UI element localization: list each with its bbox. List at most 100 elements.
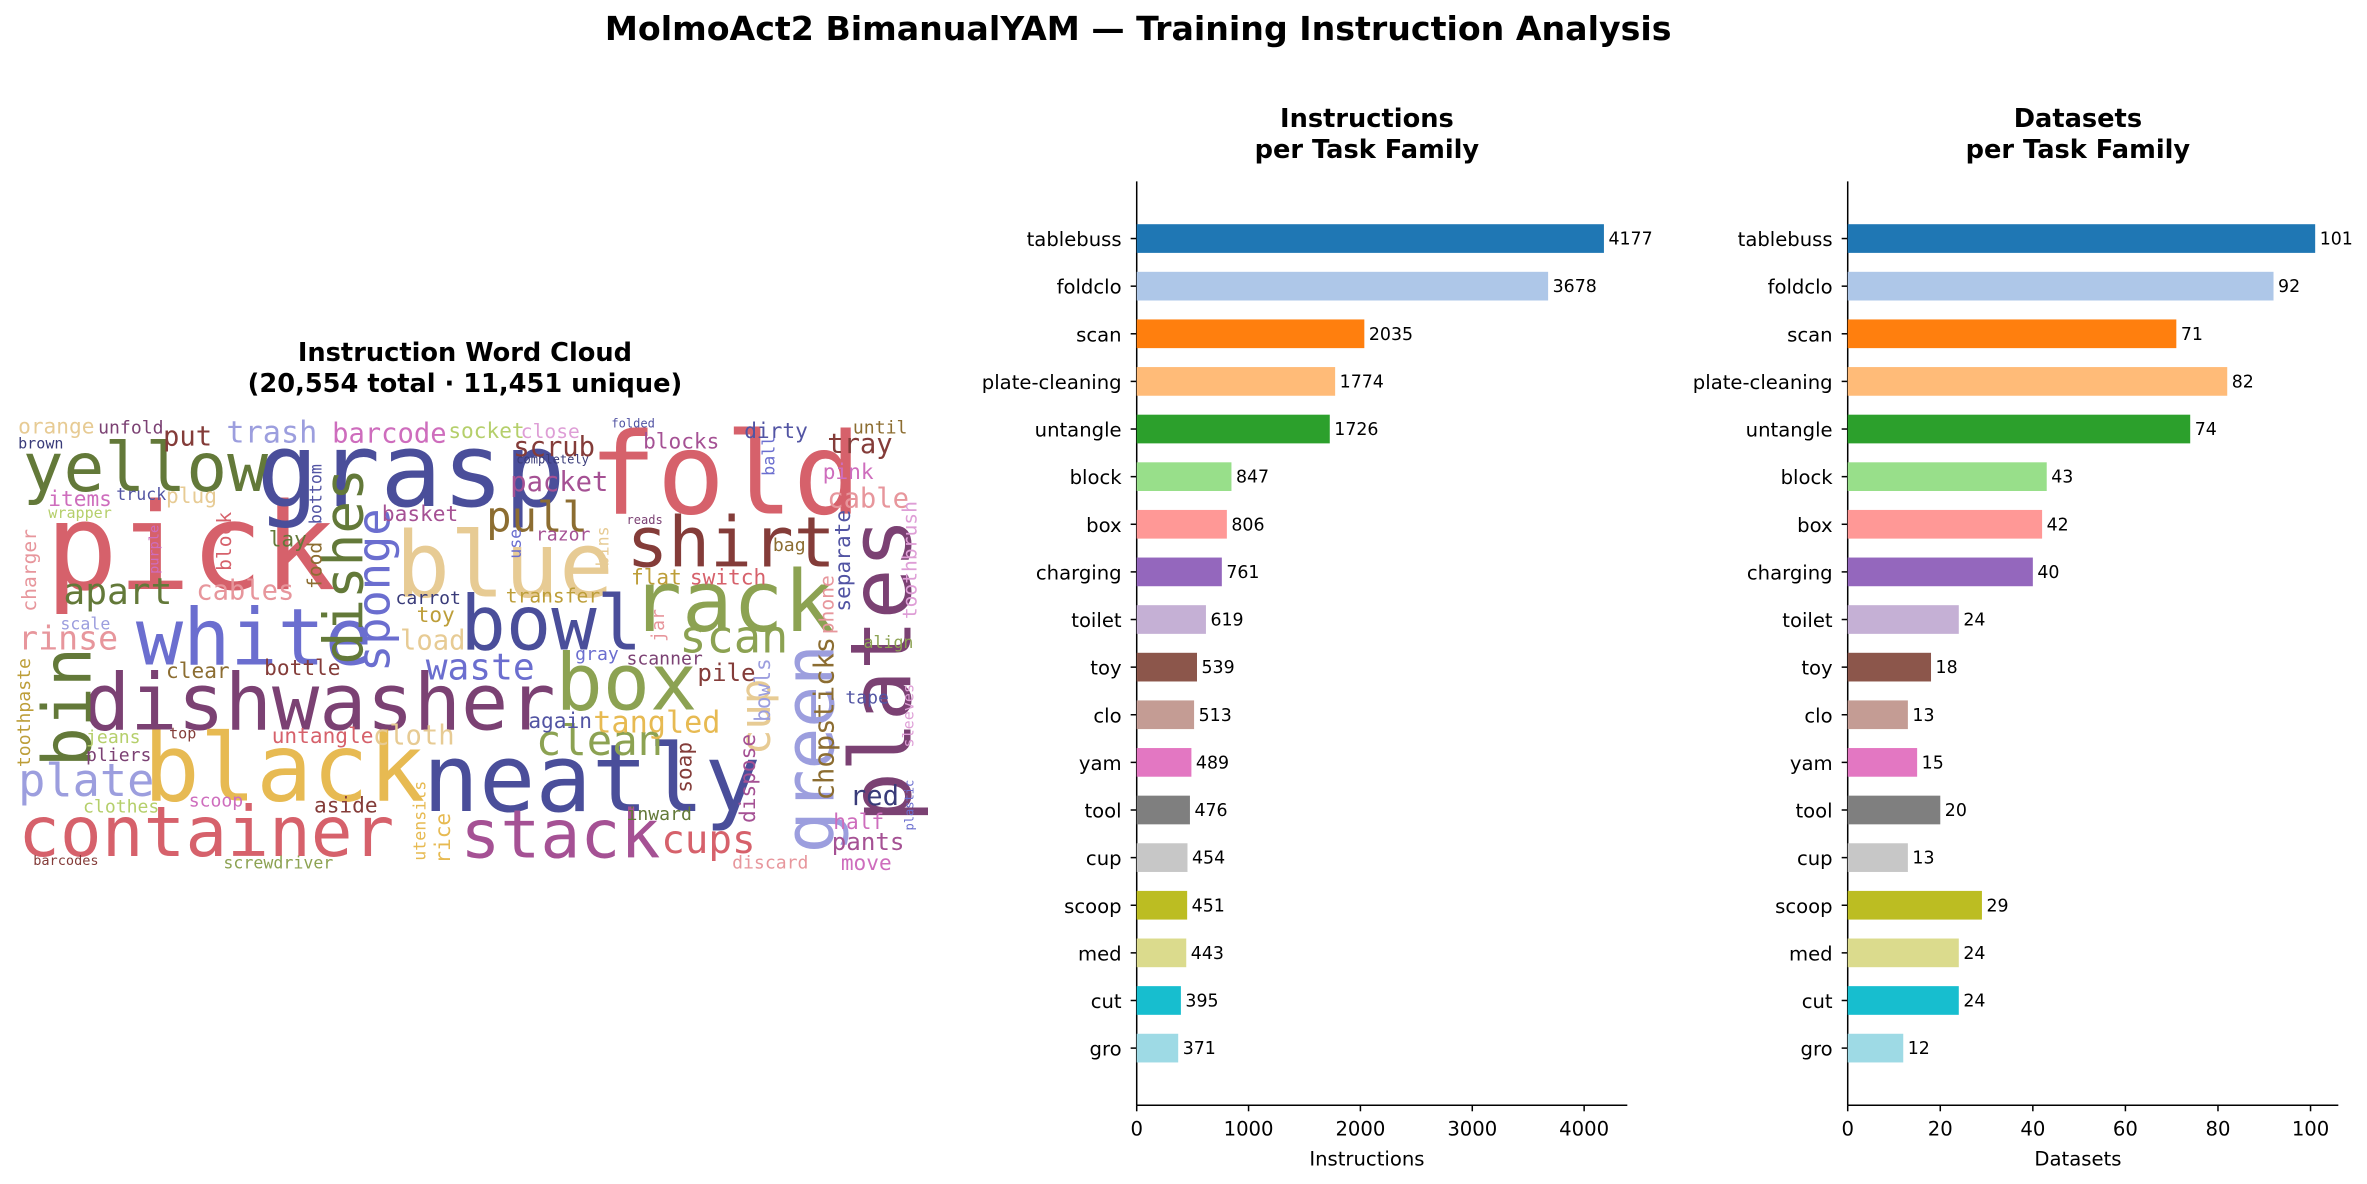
word: block [213, 512, 236, 571]
chart-title: Instructions per Task Family [1255, 104, 1480, 165]
bar [1136, 890, 1188, 920]
value-label: 476 [1194, 801, 1227, 821]
value-label: 451 [1192, 896, 1225, 916]
bar [1847, 367, 2228, 396]
word: separate [830, 510, 855, 612]
y-tick-label: clo [1804, 704, 1832, 727]
value-label: 619 [1210, 611, 1243, 631]
word: sleeves [899, 684, 917, 748]
x-tick-label: 0 [1841, 1117, 1853, 1140]
bar [1847, 414, 2191, 444]
word: half [833, 809, 884, 834]
word: toothpaste [14, 658, 35, 767]
word: pliers [86, 745, 151, 766]
value-label: 20 [1945, 801, 1967, 821]
word: switch [690, 564, 766, 589]
word: neatly [423, 725, 761, 834]
word: discard [732, 852, 808, 873]
word: bottom [307, 464, 326, 524]
word: basket [382, 501, 458, 526]
value-label: 12 [1908, 1039, 1930, 1059]
bar [1847, 319, 2177, 349]
word: screwdriver [223, 853, 333, 872]
word: pull [486, 493, 588, 542]
y-tick-label: plate-cleaning [982, 371, 1122, 394]
word: clear [166, 658, 230, 683]
value-label: 18 [1936, 658, 1958, 678]
value-label: 24 [1963, 992, 1985, 1012]
word: plates [832, 518, 930, 823]
y-tick-label: foldclo [1057, 276, 1122, 299]
y-tick-label: tablebuss [1027, 228, 1122, 251]
value-label: 806 [1231, 515, 1264, 535]
y-tick-label: tablebuss [1738, 228, 1833, 251]
word: bag [773, 535, 806, 556]
x-tick-label: 4000 [1559, 1117, 1609, 1140]
word: cables [196, 576, 294, 607]
word: load [400, 625, 465, 656]
bar [1847, 748, 1918, 777]
x-tick-label: 1000 [1224, 1117, 1274, 1140]
word: carrot [396, 588, 461, 609]
word: unfold [98, 417, 163, 438]
word: socket [448, 418, 524, 443]
bar [1136, 557, 1222, 587]
value-label: 443 [1191, 944, 1224, 964]
word: align [863, 633, 913, 652]
value-label: 74 [2195, 420, 2217, 440]
y-tick-label: charging [1747, 561, 1833, 584]
word: scale [60, 615, 110, 634]
bar [1136, 462, 1232, 491]
x-axis-label: Instructions [1309, 1148, 1424, 1171]
value-label: 539 [1202, 658, 1235, 678]
bar [1136, 938, 1187, 968]
word: clothes [83, 796, 159, 817]
word: top [169, 724, 196, 742]
word: sponge [347, 508, 400, 672]
bar [1136, 843, 1188, 872]
y-tick-label: cut [1091, 990, 1122, 1013]
word: cup [731, 679, 780, 755]
word: pants [832, 828, 905, 856]
bar [1847, 1033, 1904, 1063]
bar [1847, 271, 2274, 301]
word: wrapper [48, 504, 112, 522]
bar [1136, 509, 1227, 539]
value-label: 13 [1912, 706, 1934, 726]
x-tick-label: 100 [2292, 1117, 2329, 1140]
value-label: 24 [1963, 944, 1985, 964]
value-label: 2035 [1369, 325, 1413, 345]
y-tick-label: untangle [1746, 419, 1833, 442]
word: food [304, 542, 327, 589]
word: close [521, 420, 580, 443]
value-label: 71 [2181, 325, 2203, 345]
bar [1136, 748, 1192, 777]
y-tick-label: foldclo [1768, 276, 1833, 299]
value-label: 761 [1226, 563, 1259, 583]
chart-title: Datasets per Task Family [1966, 104, 2191, 165]
word: barcodes [33, 853, 98, 869]
word: rack [631, 553, 835, 651]
value-label: 1726 [1334, 420, 1378, 440]
word: aside [314, 792, 378, 817]
word: truck [116, 485, 166, 504]
word: razor [536, 525, 591, 546]
word: lay [269, 527, 307, 552]
word: soap [671, 742, 696, 793]
word: red [850, 781, 899, 812]
bar [1136, 1033, 1179, 1063]
value-label: 82 [2232, 372, 2254, 392]
word: bin [29, 647, 107, 767]
y-tick-label: toilet [1071, 609, 1122, 632]
word: yellow [23, 429, 268, 508]
y-tick-label: block [1781, 466, 1834, 489]
value-label: 4177 [1608, 230, 1652, 250]
value-label: 371 [1183, 1039, 1216, 1059]
word: bowl [460, 579, 642, 667]
word: clean [536, 716, 663, 765]
y-tick-label: med [1789, 942, 1833, 965]
bar [1847, 986, 1959, 1015]
word: blue [396, 514, 614, 619]
